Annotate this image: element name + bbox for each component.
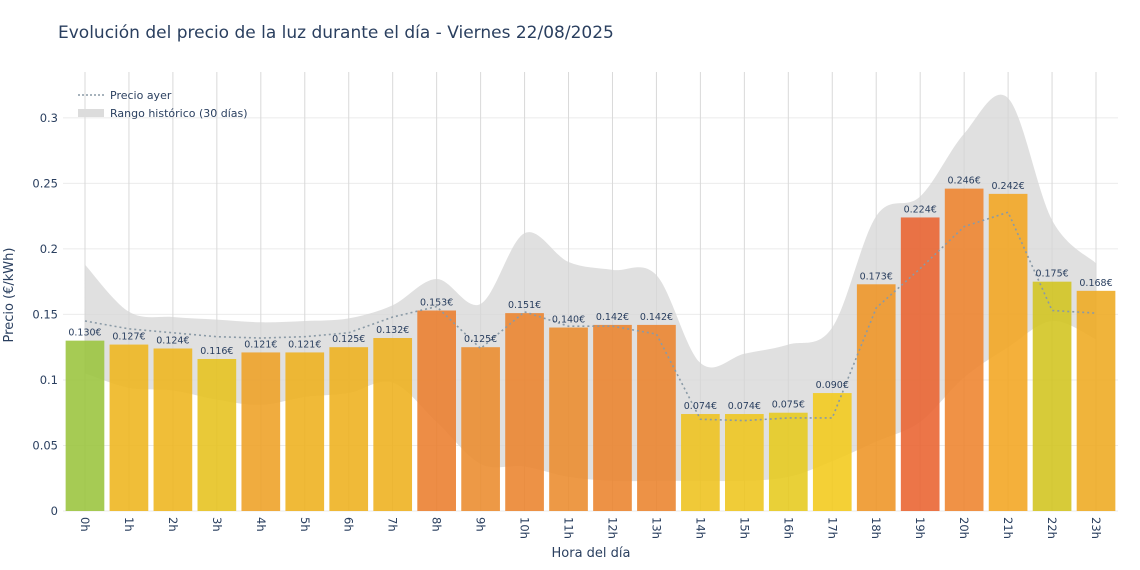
bar-label-15h: 0.074€ — [728, 401, 761, 412]
bar-label-13h: 0.142€ — [640, 312, 673, 323]
bar-18h[interactable] — [856, 284, 896, 511]
x-tick-label: 4h — [254, 517, 268, 532]
x-tick-label: 22h — [1045, 517, 1059, 539]
x-tick-label: 16h — [781, 517, 795, 539]
bar-3h[interactable] — [197, 358, 237, 511]
bar-label-23h: 0.168€ — [1079, 278, 1112, 289]
bar-label-10h: 0.151€ — [508, 300, 541, 311]
bar-14h[interactable] — [681, 414, 720, 511]
bar-label-11h: 0.140€ — [552, 315, 585, 326]
bar-23h[interactable] — [1076, 290, 1116, 511]
bars-layer — [65, 188, 1116, 511]
bar-1h[interactable] — [109, 344, 149, 511]
y-tick-label: 0.3 — [40, 111, 58, 125]
historical-range-band-layer — [84, 94, 1097, 482]
bar-label-14h: 0.074€ — [684, 401, 717, 412]
x-tick-label: 0h — [78, 517, 92, 532]
yesterday-price-line-layer — [84, 211, 1097, 422]
x-tick-label: 2h — [166, 517, 180, 532]
bar-labels-layer: 0.130€ 0.127€ 0.124€ 0.116€ 0.121€ 0.121€ 0.12… — [68, 176, 1112, 412]
x-tick-label: 23h — [1089, 517, 1103, 539]
bar-label-6h: 0.125€ — [332, 334, 365, 345]
bar-16h[interactable] — [768, 412, 808, 511]
bar-label-16h: 0.075€ — [772, 400, 805, 411]
bar-8h[interactable] — [417, 310, 456, 511]
y-tick-label: 0.1 — [40, 373, 58, 387]
bar-4h[interactable] — [241, 352, 281, 511]
x-tick-label: 6h — [342, 517, 356, 532]
x-tick-label: 5h — [298, 517, 312, 532]
bar-22h[interactable] — [1032, 281, 1072, 511]
x-tick-label: 3h — [210, 517, 224, 532]
x-tick-label: 15h — [737, 517, 751, 539]
x-tick-label: 9h — [474, 517, 488, 532]
y-axis-title: Precio (€/kWh) — [2, 248, 17, 343]
bar-12h[interactable] — [593, 324, 632, 511]
bar-label-20h: 0.246€ — [948, 176, 981, 187]
x-tick-label: 11h — [562, 517, 576, 539]
bar-10h[interactable] — [505, 313, 544, 511]
bar-label-4h: 0.121€ — [244, 339, 277, 350]
bar-2h[interactable] — [153, 348, 193, 511]
y-axis-ticks: 0 0.05 0.1 0.15 0.2 0.25 0.3 — [32, 111, 58, 518]
y-tick-label: 0.2 — [40, 242, 58, 256]
bar-label-9h: 0.125€ — [464, 334, 497, 345]
y-tick-label: 0.25 — [32, 176, 58, 190]
bar-label-7h: 0.132€ — [376, 325, 409, 336]
bar-label-19h: 0.224€ — [904, 204, 937, 215]
x-axis-title: Hora del día — [552, 546, 631, 561]
bar-label-2h: 0.124€ — [156, 336, 189, 347]
bar-20h[interactable] — [944, 188, 984, 511]
bar-15h[interactable] — [725, 414, 764, 511]
bar-label-18h: 0.173€ — [860, 271, 893, 282]
legend-swatch-historical-range — [78, 109, 104, 117]
bar-label-12h: 0.142€ — [596, 312, 629, 323]
x-tick-label: 21h — [1001, 517, 1015, 539]
bar-13h[interactable] — [637, 324, 676, 511]
bar-11h[interactable] — [549, 327, 588, 511]
historical-range-band — [84, 94, 1097, 482]
bar-9h[interactable] — [461, 347, 500, 511]
yesterday-price-line — [84, 211, 1097, 422]
y-tick-label: 0 — [51, 504, 58, 518]
x-tick-label: 19h — [913, 517, 927, 539]
x-tick-label: 17h — [825, 517, 839, 539]
legend: Precio ayer Rango histórico (30 días) — [78, 89, 248, 120]
bar-label-8h: 0.153€ — [420, 298, 453, 309]
x-tick-label: 13h — [649, 517, 663, 539]
x-tick-label: 18h — [869, 517, 883, 539]
bar-label-5h: 0.121€ — [288, 339, 321, 350]
chart-title: Evolución del precio de la luz durante e… — [58, 23, 614, 43]
bar-21h[interactable] — [988, 193, 1028, 511]
legend-label-historical-range: Rango histórico (30 días) — [110, 107, 248, 120]
bar-label-0h: 0.130€ — [68, 328, 101, 339]
bar-label-3h: 0.116€ — [200, 346, 233, 357]
x-tick-label: 20h — [957, 517, 971, 539]
x-tick-label: 12h — [605, 517, 619, 539]
bar-0h[interactable] — [65, 340, 105, 511]
y-tick-label: 0.15 — [32, 307, 58, 321]
legend-label-yesterday-price: Precio ayer — [110, 89, 172, 102]
x-tick-label: 14h — [693, 517, 707, 539]
bar-label-1h: 0.127€ — [112, 332, 145, 343]
x-axis-ticks: 0h 1h 2h 3h 4h 5h 6h 7h 8h 9h 10h 11h 12h 13h 14h 15h 16… — [78, 517, 1103, 539]
x-tick-label: 7h — [386, 517, 400, 532]
x-tick-label: 10h — [518, 517, 532, 539]
bar-7h[interactable] — [373, 338, 413, 511]
bar-label-21h: 0.242€ — [991, 181, 1024, 192]
bar-5h[interactable] — [285, 352, 325, 511]
bar-label-17h: 0.090€ — [816, 380, 849, 391]
bar-17h[interactable] — [812, 393, 852, 511]
bar-label-22h: 0.175€ — [1035, 269, 1068, 280]
bar-6h[interactable] — [329, 347, 369, 511]
x-tick-label: 1h — [122, 517, 136, 532]
x-tick-label: 8h — [430, 517, 444, 532]
bar-19h[interactable] — [900, 217, 940, 511]
y-tick-label: 0.05 — [32, 438, 58, 452]
